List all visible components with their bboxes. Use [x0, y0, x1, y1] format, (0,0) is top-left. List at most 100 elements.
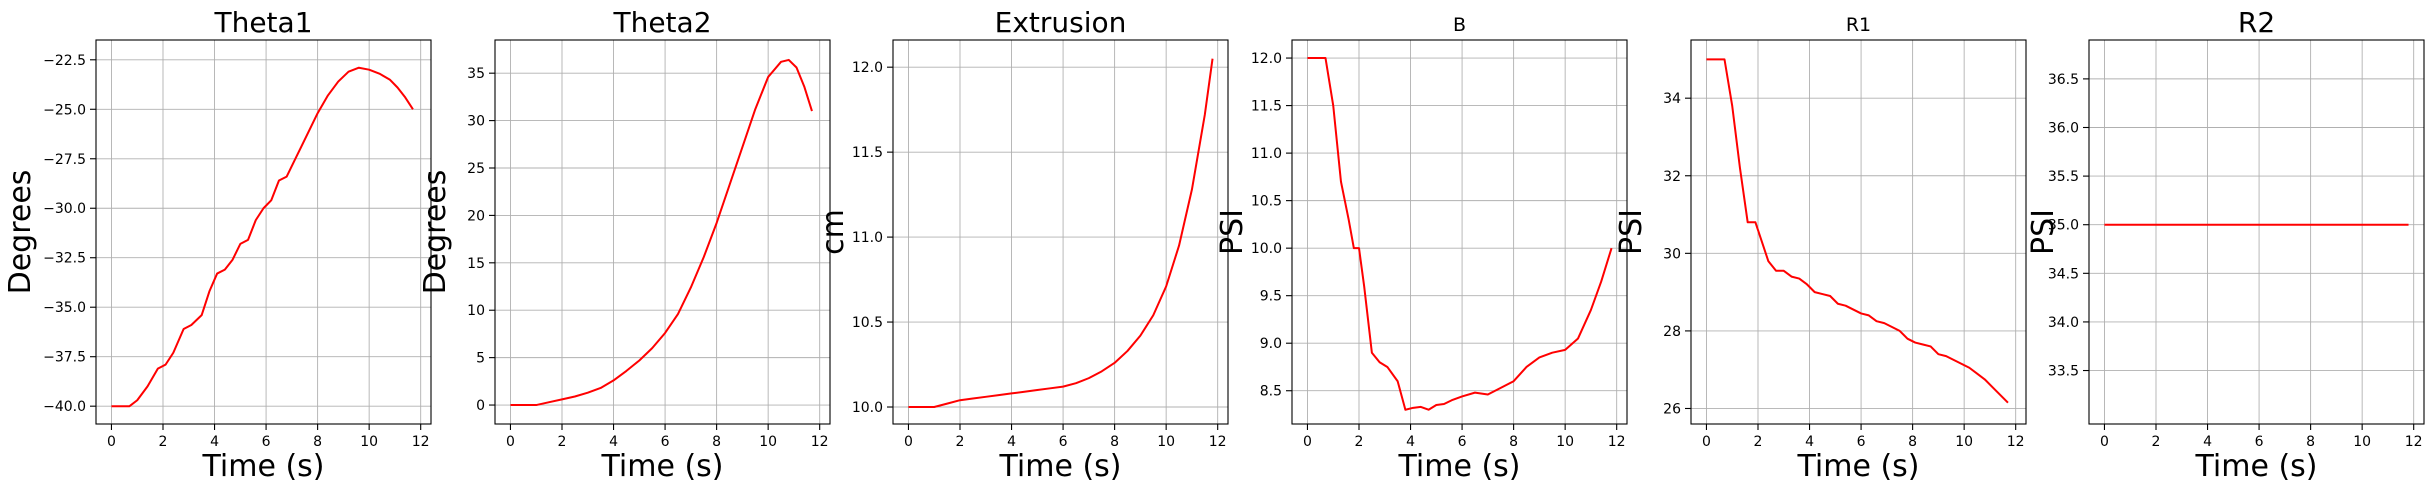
x-axis-label: Time (s)	[1398, 449, 1521, 484]
y-tick-label: 9.5	[1260, 289, 1282, 305]
y-tick-label: 35	[467, 66, 485, 82]
x-tick-label: 0	[1303, 434, 1312, 450]
y-tick-label: 35.5	[2048, 169, 2079, 185]
y-tick-label: 10.0	[852, 400, 883, 416]
subplot-1: 0 2 4 6 8 10 12 −40.0 −37.5 −35.0 −32.5 −30.0 −27.5 −…	[3, 6, 432, 484]
axes-frame	[95, 39, 432, 425]
x-tick-label: 12	[2007, 434, 2025, 450]
x-tick-label: 8	[1908, 434, 1917, 450]
y-tick-label: 10	[467, 303, 485, 319]
y-tick-label: 28	[1663, 324, 1681, 340]
axes-frame	[1291, 39, 1628, 425]
y-tick-label: 30	[467, 114, 485, 130]
x-tick-label: 10	[1556, 434, 1574, 450]
y-tick-label: 30	[1663, 246, 1681, 262]
x-tick-label: 4	[2203, 434, 2212, 450]
y-tick-label: 26	[1663, 401, 1681, 417]
y-tick-label: −30.0	[43, 201, 86, 217]
y-tick-label: 34.0	[2048, 315, 2079, 331]
x-axis-label: Time (s)	[202, 449, 325, 484]
y-tick-label: −40.0	[43, 399, 86, 415]
y-tick-label: 35.0	[2048, 218, 2079, 234]
axes-frame	[1690, 39, 2027, 425]
chart-title: Extrusion	[995, 6, 1127, 39]
y-tick-label: 15	[467, 256, 485, 272]
x-tick-label: 4	[1406, 434, 1415, 450]
y-tick-label: 10.0	[1251, 241, 1282, 257]
series-line	[111, 66, 414, 408]
x-tick-label: 8	[2306, 434, 2315, 450]
x-tick-label: 6	[661, 434, 670, 450]
chart-title: R1	[1846, 14, 1871, 36]
series-line	[510, 58, 813, 407]
y-axis-label: Degrees	[3, 170, 38, 295]
y-axis-label: PSI	[1215, 209, 1250, 255]
series-line	[1307, 57, 1613, 411]
x-tick-label: 6	[2255, 434, 2264, 450]
x-tick-label: 0	[904, 434, 913, 450]
x-tick-label: 4	[210, 434, 219, 450]
x-tick-label: 12	[1209, 434, 1227, 450]
x-tick-label: 12	[1608, 434, 1626, 450]
y-tick-label: −37.5	[43, 350, 86, 366]
y-tick-label: 10.5	[1251, 194, 1282, 210]
x-tick-label: 4	[1007, 434, 1016, 450]
x-tick-label: 10	[759, 434, 777, 450]
y-tick-label: 11.0	[852, 230, 883, 246]
x-tick-label: 2	[1754, 434, 1763, 450]
x-tick-label: 0	[506, 434, 515, 450]
y-tick-label: 20	[467, 208, 485, 224]
y-tick-label: 34	[1663, 91, 1681, 107]
y-tick-label: 11.5	[852, 145, 883, 161]
x-tick-label: 12	[2405, 434, 2423, 450]
y-axis-label: PSI	[1614, 209, 1649, 255]
y-tick-label: 36.5	[2048, 72, 2079, 88]
x-tick-label: 2	[2152, 434, 2161, 450]
y-tick-label: 36.0	[2048, 120, 2079, 136]
axes-frame	[494, 39, 831, 425]
x-tick-label: 12	[811, 434, 829, 450]
y-tick-label: 0	[476, 398, 485, 414]
subplot-3: 0 2 4 6 8 10 12 10.0 10.5 11.0 11.5 12.0 Extrusion Ti…	[816, 6, 1229, 484]
y-tick-label: −25.0	[43, 102, 86, 118]
y-tick-label: 12.0	[1251, 51, 1282, 67]
subplot-6: 0 2 4 6 8 10 12 33.5 34.0 34.5 35.0 35.5 36.0 36.5 R2 T…	[2026, 6, 2425, 484]
x-tick-label: 8	[1509, 434, 1518, 450]
y-tick-label: 9.0	[1260, 336, 1282, 352]
chart-title: B	[1453, 14, 1466, 36]
x-axis-label: Time (s)	[601, 449, 724, 484]
y-tick-label: −22.5	[43, 53, 86, 69]
y-tick-label: 33.5	[2048, 364, 2079, 380]
y-axis-label: PSI	[2026, 209, 2061, 255]
x-tick-label: 4	[1805, 434, 1814, 450]
x-axis-label: Time (s)	[999, 449, 1122, 484]
x-tick-label: 10	[1955, 434, 1973, 450]
subplot-2: 0 2 4 6 8 10 12 0 5 10 15 20 25 30 35 Theta2 Time (s) Deg…	[418, 6, 831, 484]
axes-frame	[2088, 39, 2425, 425]
x-tick-label: 6	[1857, 434, 1866, 450]
y-tick-label: 10.5	[852, 315, 883, 331]
x-tick-label: 8	[712, 434, 721, 450]
subplot-5: 0 2 4 6 8 10 12 26 28 30 32 34 R1 Time (s) PSI	[1614, 14, 2027, 484]
x-tick-label: 2	[558, 434, 567, 450]
x-tick-label: 12	[412, 434, 430, 450]
subplot-4: 0 2 4 6 8 10 12 8.5 9.0 9.5 10.0 10.5 11.0 11.5 12.0 B T…	[1215, 14, 1628, 484]
y-tick-label: −32.5	[43, 251, 86, 267]
x-tick-label: 8	[313, 434, 322, 450]
x-tick-label: 2	[956, 434, 965, 450]
x-tick-label: 8	[1110, 434, 1119, 450]
y-tick-label: 34.5	[2048, 266, 2079, 282]
x-axis-label: Time (s)	[2195, 449, 2318, 484]
x-axis-label: Time (s)	[1797, 449, 1920, 484]
x-tick-label: 0	[1702, 434, 1711, 450]
y-axis-label: cm	[816, 209, 851, 255]
x-tick-label: 6	[1458, 434, 1467, 450]
y-tick-label: 32	[1663, 169, 1681, 185]
x-tick-label: 10	[1157, 434, 1175, 450]
y-tick-label: 25	[467, 161, 485, 177]
x-tick-label: 6	[262, 434, 271, 450]
y-tick-label: 5	[476, 351, 485, 367]
chart-title: Theta1	[213, 6, 312, 39]
x-tick-label: 10	[2353, 434, 2371, 450]
